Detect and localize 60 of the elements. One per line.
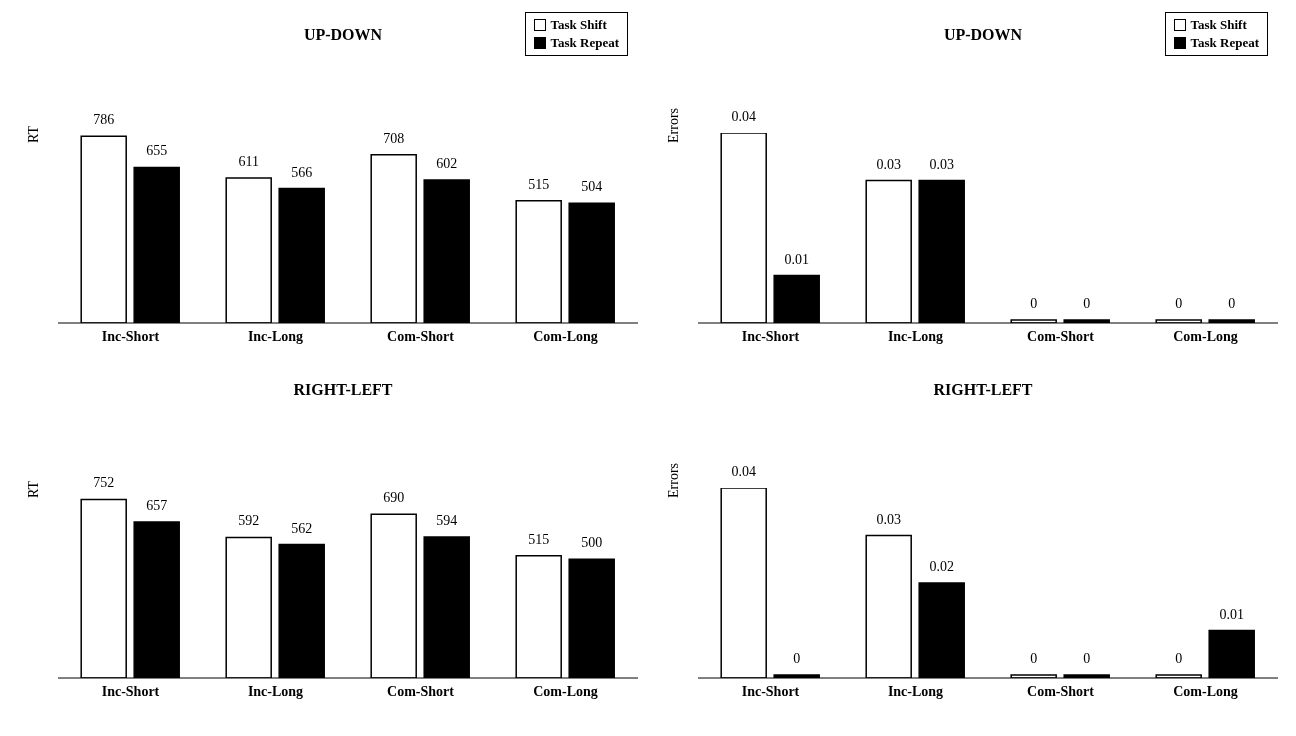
data-label: 0.02 [929, 559, 954, 574]
x-tick-label: Inc-Short [741, 328, 800, 344]
x-tick-label: Inc-Short [101, 683, 160, 699]
x-tick-label: Inc-Long [887, 683, 944, 699]
data-label: 0.03 [929, 156, 954, 172]
x-tick-label: Com-Long [1173, 328, 1238, 344]
data-label: 504 [581, 179, 603, 195]
data-label: 690 [383, 490, 405, 506]
data-label: 0.01 [1219, 606, 1244, 622]
x-tick-label: Com-Long [533, 328, 598, 344]
data-label: 786 [93, 112, 115, 128]
x-tick-label: Com-Short [1027, 328, 1095, 344]
y-axis-title: RT [25, 480, 41, 498]
data-label: 515 [528, 531, 550, 547]
data-label: 0 [1083, 651, 1091, 666]
y-axis-title: RT [25, 125, 41, 143]
x-tick-label: Com-Short [387, 328, 455, 344]
x-tick-label: Inc-Long [887, 328, 944, 344]
legend-label: Task Shift [549, 16, 608, 34]
x-tick-label: Com-Long [533, 683, 598, 699]
x-tick-label: Inc-Long [247, 683, 304, 699]
data-label: 0.01 [784, 251, 809, 267]
data-label: 592 [238, 513, 260, 529]
data-label: 611 [238, 153, 259, 169]
data-label: 657 [146, 497, 168, 513]
chart-title: RIGHT-LEFT [292, 381, 394, 399]
data-label: 0 [1030, 651, 1038, 666]
y-axis-title: Errors [665, 108, 681, 143]
data-label: 752 [93, 475, 115, 491]
data-label: 0.04 [731, 464, 756, 479]
legend-label: Task Shift [1189, 16, 1248, 34]
x-tick-label: Com-Short [1027, 683, 1095, 699]
data-label: 0.03 [876, 156, 901, 172]
data-label: 566 [291, 164, 313, 180]
data-label: 708 [383, 130, 405, 146]
x-tick-label: Com-Long [1173, 683, 1238, 699]
chart-title: UP-DOWN [303, 26, 383, 43]
x-tick-label: Com-Short [387, 683, 455, 699]
data-label: 0 [1228, 296, 1236, 311]
data-label: 602 [436, 156, 458, 172]
data-label: 0 [1175, 296, 1183, 311]
x-tick-label: Inc-Short [741, 683, 800, 699]
data-label: 0 [1175, 651, 1183, 666]
data-label: 562 [291, 520, 313, 536]
data-label: 594 [436, 512, 458, 528]
chart-title: RIGHT-LEFT [932, 381, 1034, 399]
data-label: 500 [581, 535, 603, 551]
chart-title: UP-DOWN [943, 26, 1023, 43]
data-label: 0.03 [876, 511, 901, 527]
data-label: 0 [793, 651, 801, 666]
data-label: 0.04 [731, 109, 756, 124]
x-tick-label: Inc-Long [247, 328, 304, 344]
legend-label: Task Repeat [1189, 34, 1259, 52]
legend-label: Task Repeat [549, 34, 619, 52]
x-tick-label: Inc-Short [101, 328, 160, 344]
data-label: 0 [1083, 296, 1091, 311]
data-label: 0 [1030, 296, 1038, 311]
data-label: 655 [146, 143, 168, 159]
y-axis-title: Errors [665, 463, 681, 498]
data-label: 515 [528, 176, 550, 192]
